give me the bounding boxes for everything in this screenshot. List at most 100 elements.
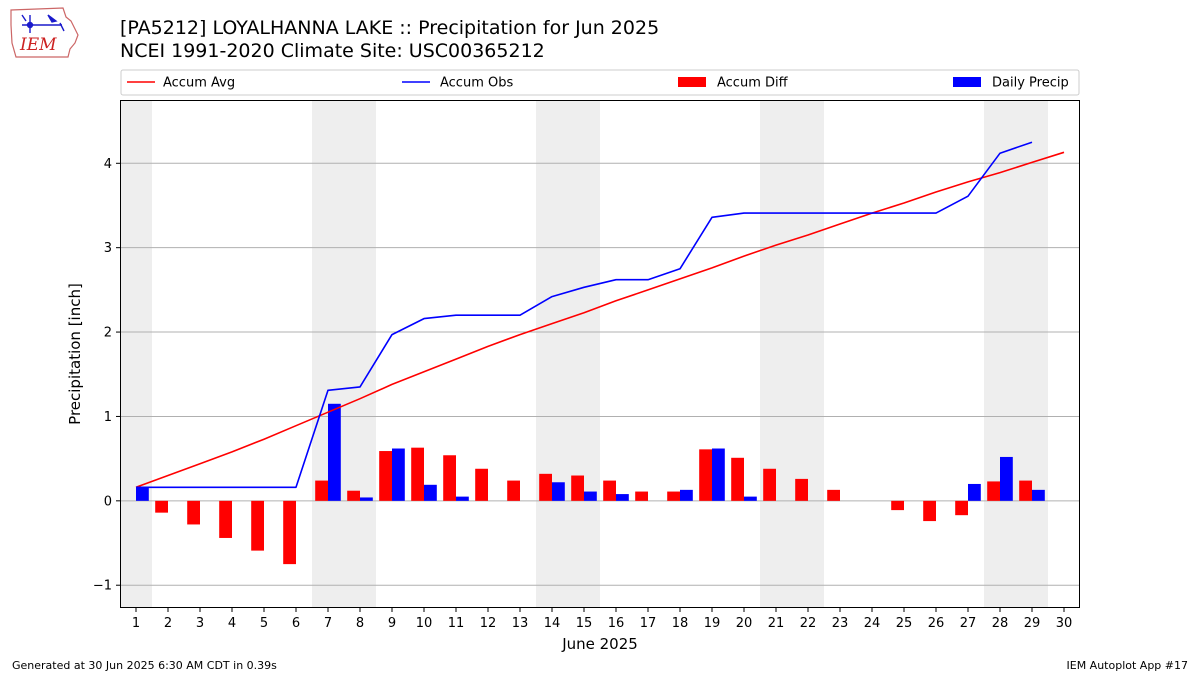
daily-precip-bar [328,403,341,501]
legend-accum-diff-label: Accum Diff [717,76,789,91]
daily-precip-bar [1032,489,1045,501]
legend-box [120,69,1080,96]
x-tick-label: 12 [480,616,497,631]
x-tick-label: 6 [292,616,300,631]
accum-diff-bar [155,500,168,513]
y-tick-label: 4 [104,157,112,172]
x-tick-label: 5 [260,616,268,631]
daily-precip-bar [584,491,597,501]
daily-precip-bar [744,496,757,501]
y-tick-label: −1 [93,579,112,594]
y-tick-label: 2 [104,326,112,341]
x-tick-label: 11 [448,616,465,631]
daily-precip-bar [712,448,725,501]
accum-diff-bar [251,500,264,551]
x-tick-label: 7 [324,616,332,631]
accum-diff-bar [283,500,296,565]
accum-diff-bar [347,490,360,501]
x-axis-label: June 2025 [561,635,638,653]
weekend-band [312,100,376,608]
daily-precip-bar [424,484,437,501]
y-tick-label: 0 [104,494,112,509]
accum-diff-bar [1019,480,1032,501]
accum-diff-bar [827,489,840,501]
daily-precip-bar [968,483,981,501]
weekend-band [120,100,152,608]
x-tick-label: 26 [928,616,945,631]
accum-avg-line [135,151,1065,489]
y-axis-label: Precipitation [inch] [66,283,84,425]
x-tick-label: 16 [608,616,625,631]
accum-diff-bar [219,500,232,538]
accum-diff-bar [411,447,424,501]
accum-diff-bar [539,473,552,501]
accum-diff-bar [603,480,616,501]
x-tick-label: 14 [544,616,561,631]
iem-logo: IEM [10,7,79,58]
x-tick-label: 20 [736,616,753,631]
x-tick-label: 15 [576,616,593,631]
accum-diff-bar [315,480,328,501]
daily-precip-bar [392,448,405,501]
accum-diff-bar [987,481,1000,501]
weekend-band [760,100,824,608]
x-tick-label: 22 [800,616,817,631]
daily-precip-bar [136,487,149,501]
accum-diff-bar [507,480,520,501]
generated-timestamp: Generated at 30 Jun 2025 6:30 AM CDT in … [12,659,277,672]
app-credit: IEM Autoplot App #17 [1066,659,1189,672]
y-tick-label: 3 [104,241,112,256]
daily-precip-bar [616,494,629,501]
x-tick-label: 25 [896,616,913,631]
x-tick-label: 18 [672,616,689,631]
accum-diff-bar [891,500,904,511]
daily-precip-bar [1000,456,1013,501]
weather-station-icon [21,14,65,33]
daily-precip-bar [552,482,565,501]
x-tick-label: 1 [132,616,140,631]
x-tick-label: 30 [1056,616,1073,631]
accum-diff-bar [443,455,456,501]
accum-diff-bar [475,468,488,501]
legend-daily-precip-label: Daily Precip [992,76,1069,91]
x-tick-label: 27 [960,616,977,631]
lines [135,141,1065,489]
legend-accum-obs-label: Accum Obs [440,76,513,91]
iowa-outline-icon [10,7,79,58]
logo-text: IEM [19,35,57,55]
accum-diff-bar [731,457,744,501]
x-tick-label: 10 [416,616,433,631]
accum-diff-bar [699,449,712,501]
x-tick-label: 21 [768,616,785,631]
x-tick-label: 24 [864,616,881,631]
x-tick-label: 19 [704,616,721,631]
bars [136,403,1045,565]
weekend-shading [120,100,1048,608]
weekend-band [536,100,600,608]
y-axis: −1 0 1 2 3 4 [93,157,120,594]
chart-subtitle: NCEI 1991-2020 Climate Site: USC00365212 [120,40,545,62]
accum-diff-bar [955,500,968,516]
x-tick-label: 13 [512,616,529,631]
legend-accum-diff-swatch [678,77,706,87]
x-tick-label: 2 [164,616,172,631]
accum-diff-bar [635,491,648,501]
daily-precip-bar [680,489,693,501]
x-tick-label: 28 [992,616,1009,631]
plot-frame [120,100,1080,608]
weekend-band [984,100,1048,608]
gridlines [120,162,1080,586]
accum-diff-bar [571,475,584,501]
daily-precip-bar [456,496,469,501]
legend: Accum Avg Accum Obs Accum Diff Daily Pre… [120,69,1080,96]
accum-diff-bar [763,468,776,501]
x-axis: 1 2 3 4 5 6 7 8 9 10 11 12 13 14 15 16 17 18 19 20 21 22 23 24 2… [132,608,1072,631]
chart-title: [PA5212] LOYALHANNA LAKE :: Precipitatio… [120,17,660,39]
y-tick-label: 1 [104,410,112,425]
x-tick-label: 17 [640,616,657,631]
accum-diff-bar [795,478,808,501]
x-tick-label: 29 [1024,616,1041,631]
x-tick-label: 4 [228,616,236,631]
x-tick-label: 23 [832,616,849,631]
